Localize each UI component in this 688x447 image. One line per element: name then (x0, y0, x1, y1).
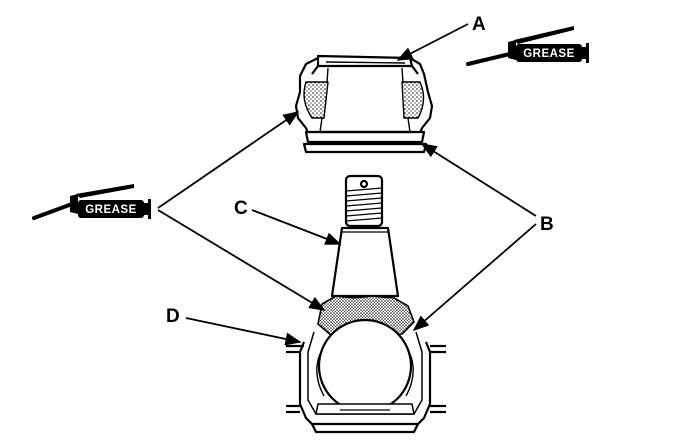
leader-b-upper (420, 143, 537, 217)
grease-tube-right: GREASE (466, 26, 589, 66)
leader-grease-to-seal (157, 209, 326, 311)
leader-grease-to-boot (157, 111, 300, 209)
leader-c (251, 209, 342, 245)
grease-label-left: GREASE (85, 204, 137, 216)
leader-a (396, 23, 469, 61)
ball-joint-assembly (286, 174, 446, 434)
dust-boot (294, 54, 434, 154)
callout-a: A (472, 14, 486, 35)
grease-tube-left: GREASE (32, 184, 151, 220)
leader-d (185, 317, 302, 346)
grease-label-right: GREASE (523, 48, 575, 60)
callout-d: D (166, 306, 180, 327)
callout-c: C (234, 198, 248, 219)
callout-b: B (540, 214, 554, 235)
leader-lines (157, 23, 537, 346)
leader-b-lower (412, 223, 537, 332)
